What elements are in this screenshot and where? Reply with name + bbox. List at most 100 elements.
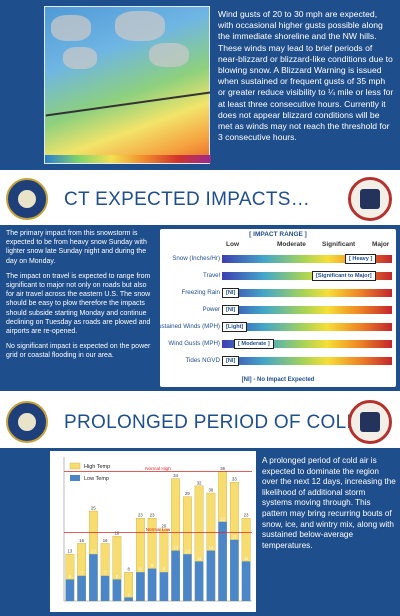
impact-range-title: [ IMPACT RANGE ]	[249, 231, 307, 238]
cold-title-bar: PROLONGED PERIOD OF COLD…	[0, 396, 400, 448]
map-coastline	[45, 91, 211, 117]
impacts-paragraph: The impact on travel is expected to rang…	[6, 272, 151, 336]
impact-row-label: Power	[202, 306, 220, 313]
legend-high-swatch	[69, 462, 81, 470]
impact-row-marker: [ Moderate ]	[234, 339, 274, 349]
low-temp-bar	[230, 539, 239, 601]
cold-title: PROLONGED PERIOD OF COLD…	[64, 412, 380, 433]
low-temp-label: 17	[232, 534, 237, 539]
cold-description: A prolonged period of cold air is expect…	[262, 456, 396, 550]
low-temp-bar	[112, 579, 122, 601]
impact-row-bar	[222, 323, 392, 331]
impact-row-label: Snow (Inches/Hr)	[172, 255, 220, 262]
low-temp-bar	[206, 550, 216, 601]
low-temp-label: 9	[151, 563, 154, 568]
low-temp-bar	[100, 575, 110, 601]
low-temp-bar	[89, 554, 98, 601]
low-temp-label: 14	[173, 545, 178, 550]
impact-row-marker: [NI]	[222, 288, 240, 298]
map-color-scale	[45, 155, 211, 163]
high-temp-label: 8	[127, 567, 130, 572]
low-temp-label: 7	[80, 570, 83, 575]
wind-description: Wind gusts of 20 to 30 mph are expected,…	[218, 9, 394, 143]
impact-row-label: Wind Gusts (MPH)	[168, 340, 220, 347]
map-cloud	[63, 47, 97, 69]
impact-row-bar	[222, 272, 392, 280]
legend-low-label: Low Temp	[84, 476, 109, 482]
wind-slide: Wind gusts of 20 to 30 mph are expected,…	[0, 0, 400, 170]
impact-legend-note: [NI] - No Impact Expected	[241, 377, 315, 383]
low-temp-bar	[171, 550, 180, 601]
high-temp-label: 32	[197, 480, 202, 485]
high-temp-label: 29	[185, 491, 190, 496]
high-temp-label: 25	[91, 506, 96, 511]
low-temp-label: 11	[244, 556, 249, 561]
low-temp-bar	[147, 568, 157, 601]
low-temp-bar	[159, 572, 169, 601]
impacts-text: The primary impact from this snowstorm i…	[6, 229, 156, 367]
impacts-title-bar: CT EXPECTED IMPACTS…	[0, 173, 400, 225]
impact-row-bar	[222, 289, 392, 297]
impacts-title: CT EXPECTED IMPACTS…	[64, 189, 310, 210]
map-cloud	[115, 11, 165, 41]
low-temp-label: 8	[139, 567, 142, 572]
impact-row-label: Tides NGVD	[185, 357, 221, 364]
impact-range-panel: [ IMPACT RANGE ] Low Moderate Significan…	[154, 229, 396, 387]
high-temp-label: 18	[115, 531, 120, 536]
state-seal-icon	[6, 401, 48, 443]
impact-row-marker: [NI]	[222, 305, 240, 315]
impact-row-label: Travel	[203, 272, 220, 279]
high-temp-label: 30	[209, 488, 214, 493]
low-temp-label: 8	[163, 567, 166, 572]
low-temp-label: 13	[91, 549, 96, 554]
high-temp-label: 16	[103, 538, 108, 543]
impacts-paragraph: No significant impact is expected on the…	[6, 343, 151, 360]
low-temp-label: 1	[127, 592, 130, 597]
legend-low-swatch	[70, 475, 80, 481]
reference-line-label: Normal High	[145, 466, 171, 471]
temperature-chart-svg: 13 6 16 7 25 13 16 7 18 6 8 1 23 8 23 9 20 8 34 14 29 13 32 11 3…	[63, 457, 252, 602]
low-temp-bar	[77, 575, 86, 601]
level-major: Major	[372, 241, 390, 248]
high-temp-label: 13	[68, 549, 73, 554]
low-temp-label: 14	[209, 545, 214, 550]
temperature-chart: 13 6 16 7 25 13 16 7 18 6 8 1 23 8 23 9 20 8 34 14 29 13 32 11 3…	[50, 451, 256, 612]
low-temp-bar	[241, 561, 251, 601]
high-temp-label: 23	[138, 513, 143, 518]
low-temp-label: 11	[197, 556, 202, 561]
low-temp-bar	[194, 561, 204, 601]
high-temp-label: 23	[150, 513, 155, 518]
low-temp-bar	[183, 554, 192, 601]
high-temp-label: 16	[79, 538, 84, 543]
level-significant: Significant	[322, 241, 356, 248]
high-temp-label: 34	[173, 473, 178, 478]
wind-gust-map	[44, 6, 211, 164]
low-temp-label: 13	[185, 549, 190, 554]
impact-row-label: Sustained Winds (MPH)	[153, 323, 220, 330]
impacts-slide: CT EXPECTED IMPACTS… The primary impact …	[0, 173, 400, 391]
high-temp-label: 23	[244, 513, 249, 518]
impact-row-marker: [NI]	[222, 356, 240, 366]
map-cloud	[51, 15, 91, 41]
emergency-seal-icon	[348, 177, 392, 221]
impacts-paragraph: The primary impact from this snowstorm i…	[6, 230, 147, 265]
low-temp-bar	[124, 597, 133, 601]
cold-slide: PROLONGED PERIOD OF COLD… 1 3 6 16 7 25 13 16 7 1…	[0, 396, 400, 616]
emergency-seal-icon	[348, 400, 392, 444]
reference-line-label: Normal Low	[146, 527, 171, 532]
impact-row-bar	[222, 357, 392, 365]
low-temp-label: 22	[220, 516, 225, 521]
impact-row-marker: [ Heavy ]	[345, 254, 377, 264]
map-cloud	[149, 43, 189, 67]
impact-row-marker: [Significant to Major]	[312, 271, 376, 281]
level-low: Low	[226, 241, 239, 248]
low-temp-bar	[218, 521, 227, 601]
impact-row-bar	[222, 306, 392, 314]
impact-row-marker: [Light]	[222, 322, 248, 332]
impact-row-bar	[222, 340, 392, 348]
low-temp-bar	[65, 579, 75, 601]
high-temp-label: 33	[232, 477, 237, 482]
low-temp-label: 7	[104, 570, 107, 575]
high-temp-label: 36	[220, 466, 225, 471]
level-moderate: Moderate	[277, 241, 306, 248]
